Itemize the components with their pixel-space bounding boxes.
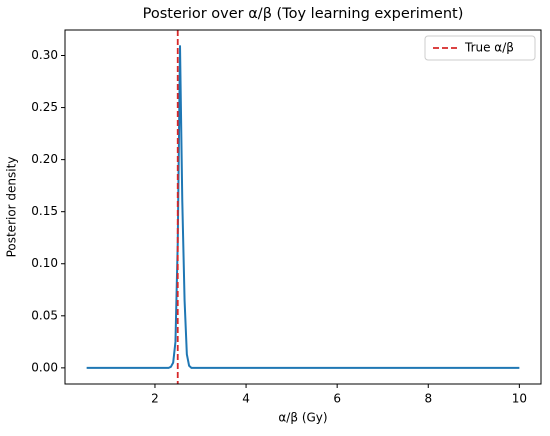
chart-title: Posterior over α/β (Toy learning experim… [143, 6, 464, 22]
x-tick-label: 10 [512, 392, 527, 406]
x-tick-label: 6 [333, 392, 341, 406]
plot-frame [64, 29, 542, 385]
y-tick-label: 0.10 [31, 256, 58, 270]
y-tick-label: 0.05 [31, 308, 58, 322]
x-tick-label: 4 [242, 392, 250, 406]
line-series [86, 45, 520, 369]
y-tick-label: 0.25 [31, 100, 58, 114]
legend-label: True α/β [464, 41, 514, 55]
x-axis-label: α/β (Gy) [278, 411, 327, 425]
x-tick-label: 2 [151, 392, 159, 406]
y-tick-label: 0.30 [31, 48, 58, 62]
y-axis-label: Posterior density [5, 157, 19, 258]
y-tick-label: 0.15 [31, 204, 58, 218]
y-tick-label: 0.00 [31, 360, 58, 374]
y-tick-label: 0.20 [31, 152, 58, 166]
x-tick-label: 8 [424, 392, 432, 406]
legend-box [424, 35, 536, 61]
